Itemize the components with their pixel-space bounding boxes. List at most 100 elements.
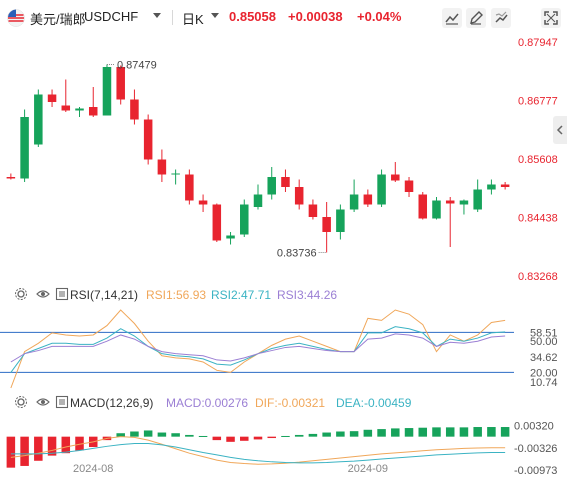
candle [487, 179, 496, 195]
candle [473, 179, 482, 212]
candle [226, 232, 235, 245]
candle [294, 179, 304, 210]
macd-histogram-bar [404, 428, 414, 437]
candle-body [20, 117, 29, 179]
macd-histogram-bar [61, 436, 71, 454]
candle [445, 197, 455, 247]
price-change-percent: +0.04% [357, 9, 402, 24]
candle [185, 169, 194, 205]
macd-histogram-bar [198, 435, 208, 437]
candle-body [294, 187, 304, 205]
candle [47, 89, 57, 107]
candle-body [336, 209, 345, 232]
macd-title: MACD(12,26,9) [70, 396, 154, 410]
macd-chart[interactable]: 0.00320 -0.00326 -0.00973 2024-08 2024-09 [0, 412, 567, 482]
macd-histogram-bar [47, 436, 57, 456]
candle-body [391, 174, 400, 181]
y-tick-label: 0.85608 [518, 154, 558, 166]
draw-pencil-icon[interactable] [466, 8, 486, 28]
macd-line-dif [10, 436, 506, 465]
candle [308, 199, 318, 220]
dea-value: DEA:-0.00459 [336, 396, 412, 410]
candle-body [226, 235, 235, 239]
price-change: +0.00038 [288, 9, 343, 24]
candle [500, 182, 510, 190]
candle [143, 114, 153, 165]
gear-icon[interactable] [14, 287, 28, 301]
high-annotation: 0.87479 [117, 60, 157, 72]
macd-histogram-bar [336, 431, 345, 437]
candle [377, 169, 386, 207]
price-chart[interactable]: 0.87947 0.86777 0.85608 0.84438 0.83268 0.874… [0, 34, 567, 284]
macd-histogram-bar [322, 432, 331, 437]
candle-body [34, 94, 43, 145]
macd-histogram-bar [157, 432, 167, 437]
divider [172, 10, 173, 25]
x-tick-label: 2024-08 [73, 463, 113, 475]
symbol-name[interactable]: 美元/瑞郎 [30, 12, 86, 27]
candle-body [404, 180, 414, 192]
chevron-down-icon[interactable] [211, 13, 219, 18]
macd-header: MACD(12,26,9) MACD:0.00276 DIF:-0.00321 … [0, 394, 567, 412]
macd-histogram-bar [171, 433, 180, 437]
candle [267, 167, 276, 200]
candle-body [61, 105, 71, 111]
candle-body [157, 159, 167, 175]
candle-body [363, 194, 373, 205]
candle [6, 173, 16, 180]
candle-body [47, 94, 57, 102]
macd-histogram-bar [500, 427, 510, 437]
candle [130, 89, 139, 125]
candle [88, 87, 98, 117]
candle [212, 203, 222, 242]
side-panel-toggle[interactable] [553, 116, 567, 144]
candle-body [349, 194, 359, 210]
candle-body [130, 99, 139, 120]
x-tick-label: 2024-09 [348, 463, 388, 475]
macd-histogram-bar [349, 431, 359, 437]
rsi-header: RSI(7,14,21) RSI1:56.93 RSI2:47.71 RSI3:… [0, 286, 567, 304]
candle-body [281, 177, 290, 187]
rsi-line-rsi3 [10, 333, 506, 363]
rsi-y-tick: 50.00 [530, 336, 558, 348]
macd-histogram-bar [377, 429, 386, 437]
eye-icon[interactable] [36, 287, 50, 301]
line-chart-icon[interactable] [442, 8, 462, 28]
candle-body [88, 107, 98, 116]
macd-histogram-bar [212, 436, 222, 441]
macd-histogram-bar [473, 427, 482, 437]
compare-icon[interactable] [491, 8, 511, 28]
more-icon[interactable] [55, 395, 69, 409]
candle [281, 169, 290, 192]
macd-histogram-bar [308, 433, 318, 437]
candle [34, 89, 43, 147]
current-price: 0.85058 [229, 9, 276, 24]
symbol-code[interactable]: USDCHF [84, 9, 139, 24]
candle-body [267, 177, 276, 195]
macd-y-tick: -0.00326 [514, 443, 557, 455]
chevron-down-icon[interactable] [153, 13, 161, 18]
macd-histogram-bar [253, 436, 263, 440]
candle-body [240, 204, 249, 235]
macd-histogram-bar [130, 431, 139, 437]
candle [171, 169, 180, 185]
fullscreen-icon[interactable] [541, 8, 561, 28]
period-selector[interactable]: 日K [182, 12, 204, 27]
candle-body [212, 204, 222, 241]
eye-icon[interactable] [36, 395, 50, 409]
macd-histogram-bar [267, 436, 276, 439]
candle [322, 202, 331, 253]
dif-value: DIF:-0.00321 [255, 396, 326, 410]
candle-body [75, 108, 84, 111]
candle [391, 162, 400, 182]
macd-histogram-bar [363, 429, 373, 437]
more-icon[interactable] [55, 287, 69, 301]
candle-body [473, 189, 482, 210]
candle [157, 149, 167, 182]
candle-body [171, 173, 180, 175]
candle-body [253, 194, 263, 207]
candle [61, 79, 71, 112]
y-tick-label: 0.84438 [518, 213, 558, 225]
gear-icon[interactable] [14, 395, 28, 409]
